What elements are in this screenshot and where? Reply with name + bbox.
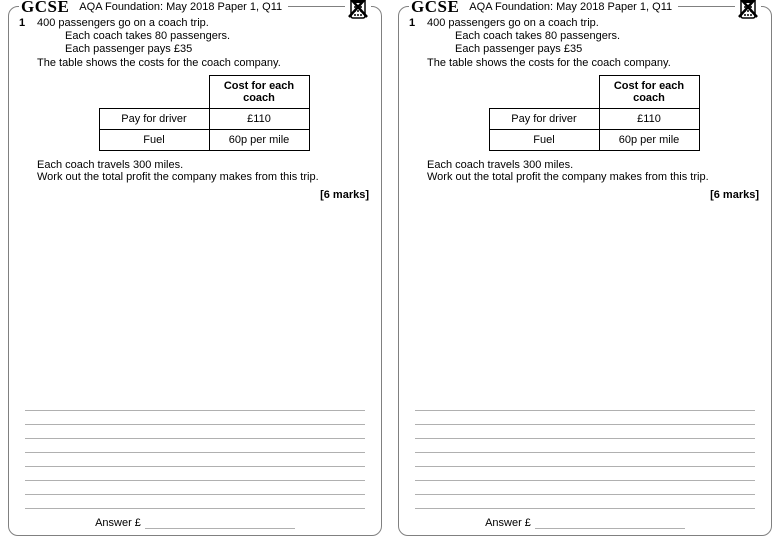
work-line[interactable] (25, 467, 365, 481)
q-after-2: Work out the total profit the company ma… (427, 171, 761, 183)
q-line-1: 400 passengers go on a coach trip. (37, 17, 371, 29)
marks-label: [6 marks] (37, 189, 371, 201)
q-line-2: Each coach takes 80 passengers. (65, 30, 371, 42)
costs-table: Cost for each coach Pay for driver £110 … (489, 75, 700, 151)
work-line[interactable] (415, 495, 755, 509)
worksheet-panel-right: GCSE AQA Foundation: May 2018 Paper 1, Q… (390, 0, 780, 540)
paper-reference: AQA Foundation: May 2018 Paper 1, Q11 (73, 1, 288, 13)
answer-row: Answer £ (19, 517, 371, 529)
q-after-2: Work out the total profit the company ma… (37, 171, 371, 183)
question-text: 400 passengers go on a coach trip. Each … (427, 17, 761, 201)
question-number: 1 (409, 17, 421, 201)
row-value: £110 (209, 109, 309, 130)
work-line[interactable] (415, 411, 755, 425)
work-line[interactable] (25, 439, 365, 453)
no-calculator-icon (345, 0, 371, 20)
table-row: Fuel 60p per mile (489, 130, 699, 151)
work-line[interactable] (415, 397, 755, 411)
row-value: 60p per mile (209, 130, 309, 151)
marks-label: [6 marks] (427, 189, 761, 201)
table-header: Cost for each coach (599, 76, 699, 109)
work-line[interactable] (25, 453, 365, 467)
row-value: £110 (599, 109, 699, 130)
table-header: Cost for each coach (209, 76, 309, 109)
gcse-label: GCSE (19, 0, 73, 17)
worksheet-frame: GCSE AQA Foundation: May 2018 Paper 1, Q… (398, 6, 772, 536)
q-line-3: Each passenger pays £35 (455, 43, 761, 55)
table-caption: The table shows the costs for the coach … (37, 57, 371, 69)
answer-row: Answer £ (409, 517, 761, 529)
table-caption: The table shows the costs for the coach … (427, 57, 761, 69)
work-line[interactable] (415, 453, 755, 467)
row-value: 60p per mile (599, 130, 699, 151)
work-line[interactable] (25, 495, 365, 509)
q-line-3: Each passenger pays £35 (65, 43, 371, 55)
answer-label: Answer £ (95, 517, 141, 529)
answer-label: Answer £ (485, 517, 531, 529)
work-line[interactable] (25, 425, 365, 439)
question-body: 1 400 passengers go on a coach trip. Eac… (19, 17, 371, 201)
header-row: GCSE AQA Foundation: May 2018 Paper 1, Q… (19, 0, 371, 15)
costs-table: Cost for each coach Pay for driver £110 … (99, 75, 310, 151)
gcse-label: GCSE (409, 0, 463, 17)
question-number: 1 (19, 17, 31, 201)
row-label: Pay for driver (489, 109, 599, 130)
q-line-1: 400 passengers go on a coach trip. (427, 17, 761, 29)
table-row: Fuel 60p per mile (99, 130, 309, 151)
answer-input-line[interactable] (535, 517, 685, 529)
work-line[interactable] (415, 439, 755, 453)
no-calculator-icon (735, 0, 761, 20)
question-text: 400 passengers go on a coach trip. Each … (37, 17, 371, 201)
work-lines (409, 397, 761, 509)
work-line[interactable] (25, 481, 365, 495)
work-line[interactable] (415, 425, 755, 439)
table-empty-cell (489, 76, 599, 109)
worksheet-panel-left: GCSE AQA Foundation: May 2018 Paper 1, Q… (0, 0, 390, 540)
work-line[interactable] (415, 467, 755, 481)
table-row: Pay for driver £110 (489, 109, 699, 130)
table-empty-cell (99, 76, 209, 109)
work-lines (19, 397, 371, 509)
table-row: Pay for driver £110 (99, 109, 309, 130)
q-line-2: Each coach takes 80 passengers. (455, 30, 761, 42)
q-after-1: Each coach travels 300 miles. (427, 159, 761, 171)
question-body: 1 400 passengers go on a coach trip. Eac… (409, 17, 761, 201)
worksheet-frame: GCSE AQA Foundation: May 2018 Paper 1, Q… (8, 6, 382, 536)
row-label: Fuel (99, 130, 209, 151)
paper-reference: AQA Foundation: May 2018 Paper 1, Q11 (463, 1, 678, 13)
q-after-1: Each coach travels 300 miles. (37, 159, 371, 171)
work-line[interactable] (25, 397, 365, 411)
work-line[interactable] (415, 481, 755, 495)
row-label: Pay for driver (99, 109, 209, 130)
row-label: Fuel (489, 130, 599, 151)
answer-input-line[interactable] (145, 517, 295, 529)
work-line[interactable] (25, 411, 365, 425)
header-row: GCSE AQA Foundation: May 2018 Paper 1, Q… (409, 0, 761, 15)
